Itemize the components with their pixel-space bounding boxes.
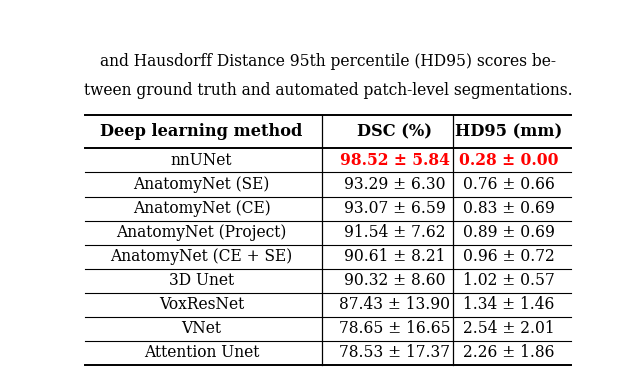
Text: 2.54 ± 2.01: 2.54 ± 2.01	[463, 320, 555, 337]
Text: AnatomyNet (Project): AnatomyNet (Project)	[116, 224, 287, 241]
Text: 1.02 ± 0.57: 1.02 ± 0.57	[463, 272, 555, 289]
Text: tween ground truth and automated patch-level segmentations.: tween ground truth and automated patch-l…	[84, 82, 572, 99]
Text: AnatomyNet (CE): AnatomyNet (CE)	[132, 200, 270, 217]
Text: AnatomyNet (CE + SE): AnatomyNet (CE + SE)	[110, 248, 292, 265]
Text: and Hausdorff Distance 95th percentile (HD95) scores be-: and Hausdorff Distance 95th percentile (…	[100, 53, 556, 70]
Text: Deep learning method: Deep learning method	[100, 123, 303, 140]
Text: AnatomyNet (SE): AnatomyNet (SE)	[133, 176, 269, 193]
Text: 0.76 ± 0.66: 0.76 ± 0.66	[463, 176, 555, 193]
Text: 0.96 ± 0.72: 0.96 ± 0.72	[463, 248, 555, 265]
Text: 93.29 ± 6.30: 93.29 ± 6.30	[344, 176, 445, 193]
Text: VoxResNet: VoxResNet	[159, 296, 244, 313]
Text: 78.53 ± 17.37: 78.53 ± 17.37	[339, 344, 451, 361]
Text: 0.28 ± 0.00: 0.28 ± 0.00	[460, 152, 559, 169]
Text: 91.54 ± 7.62: 91.54 ± 7.62	[344, 224, 445, 241]
Text: 0.89 ± 0.69: 0.89 ± 0.69	[463, 224, 555, 241]
Text: 90.32 ± 8.60: 90.32 ± 8.60	[344, 272, 445, 289]
Text: 2.26 ± 1.86: 2.26 ± 1.86	[463, 344, 555, 361]
Text: nnUNet: nnUNet	[171, 152, 232, 169]
Text: 90.61 ± 8.21: 90.61 ± 8.21	[344, 248, 445, 265]
Text: 1.34 ± 1.46: 1.34 ± 1.46	[463, 296, 555, 313]
Text: HD95 (mm): HD95 (mm)	[456, 123, 563, 140]
Text: 87.43 ± 13.90: 87.43 ± 13.90	[339, 296, 451, 313]
Text: 0.83 ± 0.69: 0.83 ± 0.69	[463, 200, 555, 217]
Text: 78.65 ± 16.65: 78.65 ± 16.65	[339, 320, 451, 337]
Text: Attention Unet: Attention Unet	[144, 344, 259, 361]
Text: 3D Unet: 3D Unet	[169, 272, 234, 289]
Text: DSC (%): DSC (%)	[358, 123, 433, 140]
Text: 98.52 ± 5.84: 98.52 ± 5.84	[340, 152, 450, 169]
Text: 93.07 ± 6.59: 93.07 ± 6.59	[344, 200, 446, 217]
Text: VNet: VNet	[182, 320, 221, 337]
